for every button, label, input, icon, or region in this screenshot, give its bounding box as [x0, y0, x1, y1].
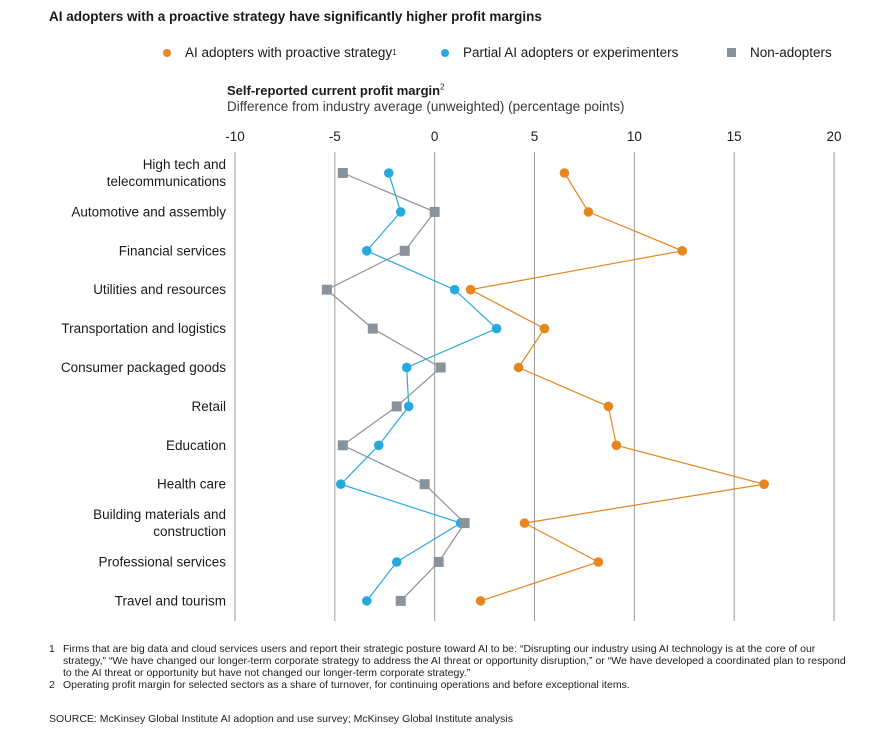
x-tick-label: 0: [431, 129, 439, 144]
category-label-building-materials-and-construction: construction: [153, 524, 226, 539]
footnote-2-number: 2: [49, 679, 55, 691]
series-markers: [321, 168, 769, 606]
category-label-utilities-and-resources: Utilities and resources: [93, 282, 226, 297]
point-ai-adopters-with-proactive-strategy-health-care: [759, 479, 769, 490]
legend-item-proactive: AI adopters with proactive strategy 1: [163, 45, 397, 60]
legend-marker-partial: [441, 48, 449, 57]
source-note: SOURCE: McKinsey Global Institute AI ado…: [49, 713, 513, 725]
point-non-adopters-financial-services: [399, 245, 410, 256]
point-non-adopters-consumer-packaged-goods: [435, 362, 446, 373]
footnotes: 1 Firms that are big data and cloud serv…: [49, 643, 849, 691]
point-non-adopters-high-tech-and-telecommunications: [337, 168, 348, 178]
category-label-consumer-packaged-goods: Consumer packaged goods: [61, 360, 226, 375]
gridlines: [234, 152, 835, 621]
category-label-education: Education: [166, 438, 226, 453]
point-ai-adopters-with-proactive-strategy-building-materials-and-construction: [519, 518, 530, 528]
point-partial-ai-adopters-or-experimenters-transportation-and-logistics: [491, 323, 502, 334]
footnote-2: 2 Operating profit margin for selected s…: [49, 679, 849, 691]
point-partial-ai-adopters-or-experimenters-retail: [403, 401, 414, 412]
legend-label-non-adopters: Non-adopters: [750, 45, 832, 60]
point-ai-adopters-with-proactive-strategy-financial-services: [677, 246, 688, 256]
point-non-adopters-automotive-and-assembly: [429, 206, 440, 217]
category-label-automotive-and-assembly: Automotive and assembly: [71, 204, 226, 219]
legend-item-partial: Partial AI adopters or experimenters: [441, 45, 678, 60]
x-tick-label: 10: [627, 129, 642, 144]
x-tick-label: -5: [329, 129, 341, 144]
chart-plot: -10 -5 0 5 10 15 20 High tech and telecommunica…: [61, 129, 842, 621]
point-ai-adopters-with-proactive-strategy-consumer-packaged-goods: [513, 362, 524, 373]
axis-title-text: Self-reported current profit margin: [227, 83, 441, 98]
category-label-financial-services: Financial services: [119, 243, 227, 258]
footnote-1-text: Firms that are big data and cloud servic…: [63, 643, 846, 679]
point-partial-ai-adopters-or-experimenters-health-care: [336, 479, 346, 490]
point-ai-adopters-with-proactive-strategy-transportation-and-logistics: [539, 323, 550, 334]
point-partial-ai-adopters-or-experimenters-travel-and-tourism: [361, 596, 372, 606]
x-tick-label: -10: [225, 129, 245, 144]
legend-item-non-adopters: Non-adopters: [727, 45, 832, 60]
point-ai-adopters-with-proactive-strategy-high-tech-and-telecommunications: [559, 168, 570, 178]
category-label-retail: Retail: [191, 399, 226, 414]
footnote-1-number: 1: [49, 643, 55, 655]
point-ai-adopters-with-proactive-strategy-travel-and-tourism: [475, 596, 486, 606]
category-label-health-care: Health care: [157, 477, 226, 492]
x-tick-label: 5: [531, 129, 539, 144]
point-ai-adopters-with-proactive-strategy-education: [611, 440, 622, 451]
point-ai-adopters-with-proactive-strategy-utilities-and-resources: [465, 284, 476, 295]
point-partial-ai-adopters-or-experimenters-professional-services: [391, 557, 402, 567]
point-partial-ai-adopters-or-experimenters-financial-services: [361, 246, 372, 256]
series-lines: [325, 172, 765, 602]
point-non-adopters-travel-and-tourism: [395, 595, 406, 606]
x-tick-label: 15: [727, 129, 742, 144]
axis-title-sup: 2: [440, 82, 445, 92]
point-partial-ai-adopters-or-experimenters-education: [373, 440, 384, 451]
point-non-adopters-utilities-and-resources: [321, 284, 332, 295]
series-line-non-adopters: [325, 172, 466, 602]
axis-title: Self-reported current profit margin2: [227, 83, 445, 98]
point-non-adopters-health-care: [419, 479, 430, 490]
x-tick-labels: -10 -5 0 5 10 15 20: [225, 129, 841, 144]
point-ai-adopters-with-proactive-strategy-professional-services: [593, 557, 604, 567]
x-tick-label: 20: [826, 129, 841, 144]
point-non-adopters-transportation-and-logistics: [367, 323, 378, 334]
point-partial-ai-adopters-or-experimenters-utilities-and-resources: [449, 284, 460, 295]
point-partial-ai-adopters-or-experimenters-high-tech-and-telecommunications: [383, 168, 394, 178]
legend-marker-proactive: [163, 48, 171, 57]
series-line-partial-ai-adopters-or-experimenters: [339, 172, 498, 602]
category-label-building-materials-and-construction: Building materials and: [93, 507, 226, 522]
legend-label-proactive: AI adopters with proactive strategy: [185, 45, 393, 60]
category-label-transportation-and-logistics: Transportation and logistics: [61, 321, 226, 336]
legend-label-partial: Partial AI adopters or experimenters: [463, 45, 679, 60]
series-line-ai-adopters-with-proactive-strategy: [468, 172, 765, 602]
point-non-adopters-retail: [391, 401, 402, 412]
point-ai-adopters-with-proactive-strategy-automotive-and-assembly: [583, 207, 594, 217]
axis-subtitle: Difference from industry average (unweig…: [227, 99, 625, 114]
category-label-high-tech-and-telecommunications: High tech and: [143, 157, 226, 172]
point-ai-adopters-with-proactive-strategy-retail: [603, 401, 614, 412]
point-partial-ai-adopters-or-experimenters-consumer-packaged-goods: [401, 362, 412, 373]
point-non-adopters-education: [337, 440, 348, 451]
point-partial-ai-adopters-or-experimenters-automotive-and-assembly: [395, 207, 406, 217]
category-label-high-tech-and-telecommunications: telecommunications: [107, 174, 227, 189]
footnote-1: 1 Firms that are big data and cloud serv…: [49, 643, 849, 679]
category-label-travel-and-tourism: Travel and tourism: [115, 593, 226, 608]
point-non-adopters-professional-services: [433, 557, 444, 567]
point-non-adopters-building-materials-and-construction: [459, 518, 470, 529]
category-label-professional-services: Professional services: [98, 555, 226, 570]
chart-title: AI adopters with a proactive strategy ha…: [49, 9, 542, 24]
footnote-2-text: Operating profit margin for selected sec…: [63, 679, 630, 691]
category-labels: High tech and telecommunications Automotiv…: [61, 157, 226, 608]
legend-marker-non-adopters: [727, 48, 736, 57]
